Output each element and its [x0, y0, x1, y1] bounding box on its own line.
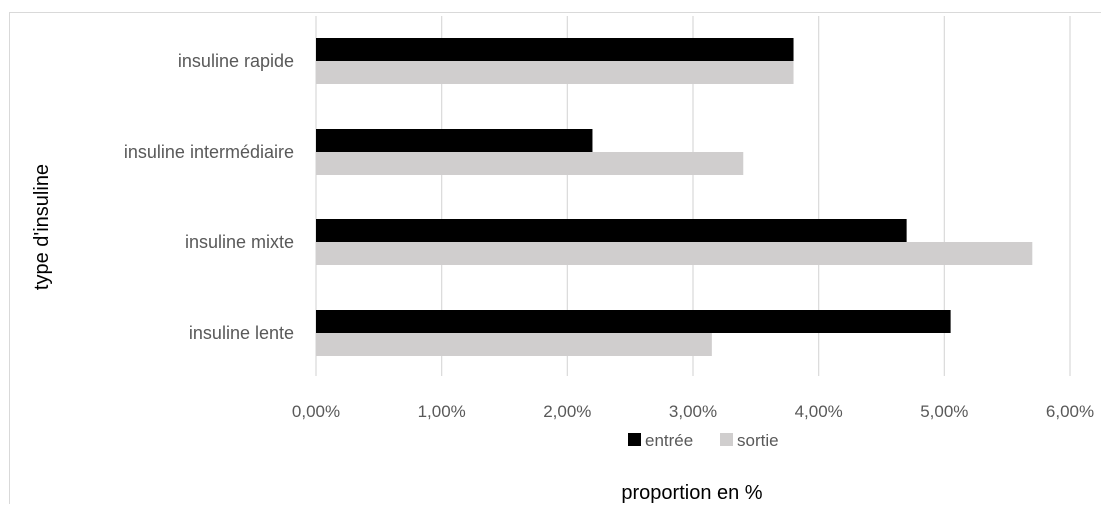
x-tick-label: 6,00% [1046, 402, 1094, 421]
bars [316, 38, 1033, 356]
x-tick-label: 5,00% [920, 402, 968, 421]
bar-sortie [316, 61, 794, 84]
x-tick-label: 2,00% [543, 402, 591, 421]
bar-entree [316, 129, 593, 152]
bar-entree [316, 310, 951, 333]
x-tick-label: 1,00% [418, 402, 466, 421]
category-labels: insuline rapide insuline intermédiaire ins… [124, 51, 294, 343]
bar-sortie [316, 152, 744, 175]
legend-swatch-entree [628, 433, 641, 446]
x-axis-title: proportion en % [621, 482, 762, 504]
bar-entree [316, 219, 907, 242]
x-tick-label: 0,00% [292, 402, 340, 421]
x-tick-label: 3,00% [669, 402, 717, 421]
x-tick-labels: 0,00% 1,00% 2,00% 3,00% 4,00% 5,00% 6,00% [292, 402, 1094, 421]
category-label: insuline lente [189, 323, 294, 343]
legend-swatch-sortie [720, 433, 733, 446]
bar-sortie [316, 333, 712, 356]
bar-entree [316, 38, 794, 61]
category-label: insuline intermédiaire [124, 142, 294, 162]
category-label: insuline mixte [185, 232, 294, 252]
x-tick-label: 4,00% [795, 402, 843, 421]
legend: entrée sortie [628, 431, 779, 450]
y-axis-title: type d'insuline [31, 164, 53, 290]
bar-sortie [316, 242, 1033, 265]
legend-label-sortie: sortie [737, 431, 779, 450]
category-label: insuline rapide [178, 51, 294, 71]
chart-frame [9, 12, 1101, 504]
legend-label-entree: entrée [645, 431, 693, 450]
